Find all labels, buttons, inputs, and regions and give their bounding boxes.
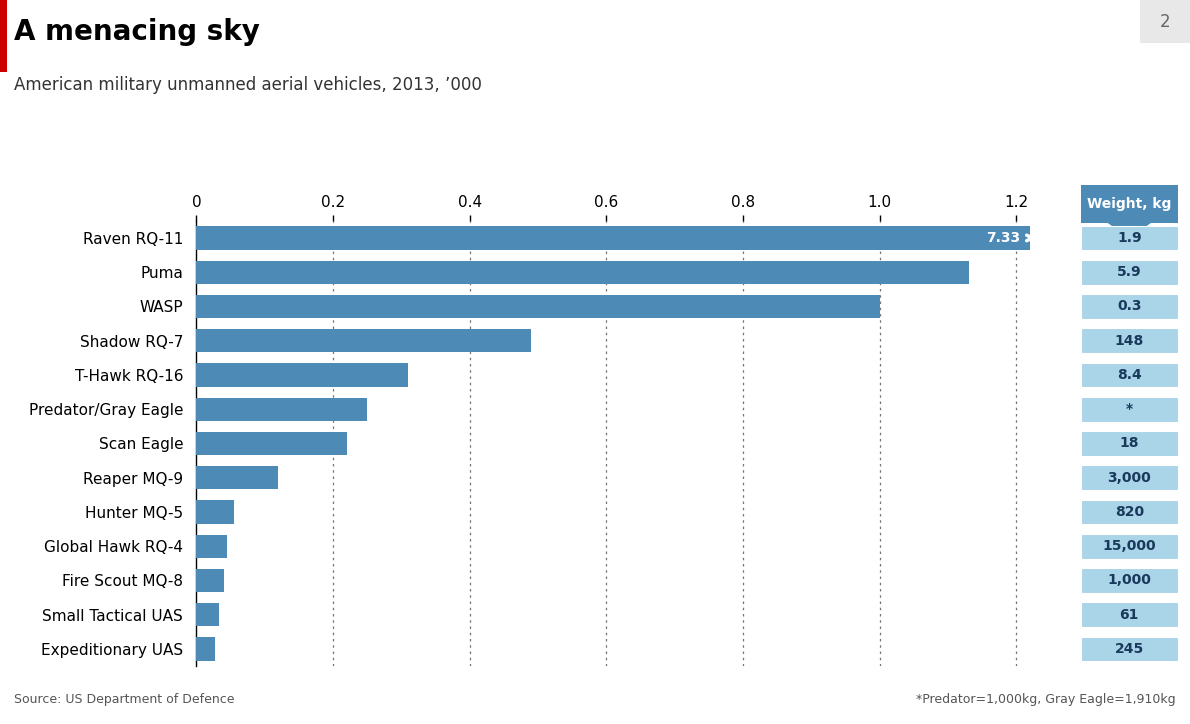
Text: 0.3: 0.3 [1117,300,1141,313]
Bar [196,466,278,489]
Bar [196,329,531,353]
Bar [196,432,346,455]
Bar [196,397,368,421]
Text: Source: US Department of Defence: Source: US Department of Defence [14,693,234,706]
Text: 7.33: 7.33 [985,231,1020,245]
Bar [196,227,1031,250]
Text: 820: 820 [1115,505,1144,519]
Bar [196,295,879,318]
Text: 1,000: 1,000 [1108,573,1151,587]
Text: 148: 148 [1115,334,1144,348]
Text: 1.9: 1.9 [1117,231,1141,245]
Text: *Predator=1,000kg, Gray Eagle=1,910kg: *Predator=1,000kg, Gray Eagle=1,910kg [916,693,1176,706]
Text: Weight, kg: Weight, kg [1088,197,1171,211]
Text: *: * [1126,403,1133,416]
Text: 61: 61 [1120,607,1139,622]
Text: 2: 2 [1171,18,1180,33]
Text: 8.4: 8.4 [1117,368,1141,382]
Bar [196,569,224,592]
Text: 15,000: 15,000 [1102,539,1157,553]
Bar [196,261,969,284]
Text: A menacing sky: A menacing sky [14,18,261,46]
Bar [196,603,219,626]
Bar [196,500,234,523]
Text: 18: 18 [1120,437,1139,450]
Text: American military unmanned aerial vehicles, 2013, ’000: American military unmanned aerial vehicl… [14,76,482,94]
Text: 245: 245 [1115,642,1144,656]
Text: 3,000: 3,000 [1108,471,1151,484]
Text: 5.9: 5.9 [1117,265,1141,279]
Bar [196,637,215,660]
Text: 2: 2 [1160,13,1170,30]
Bar [196,534,227,558]
Bar [196,363,408,387]
